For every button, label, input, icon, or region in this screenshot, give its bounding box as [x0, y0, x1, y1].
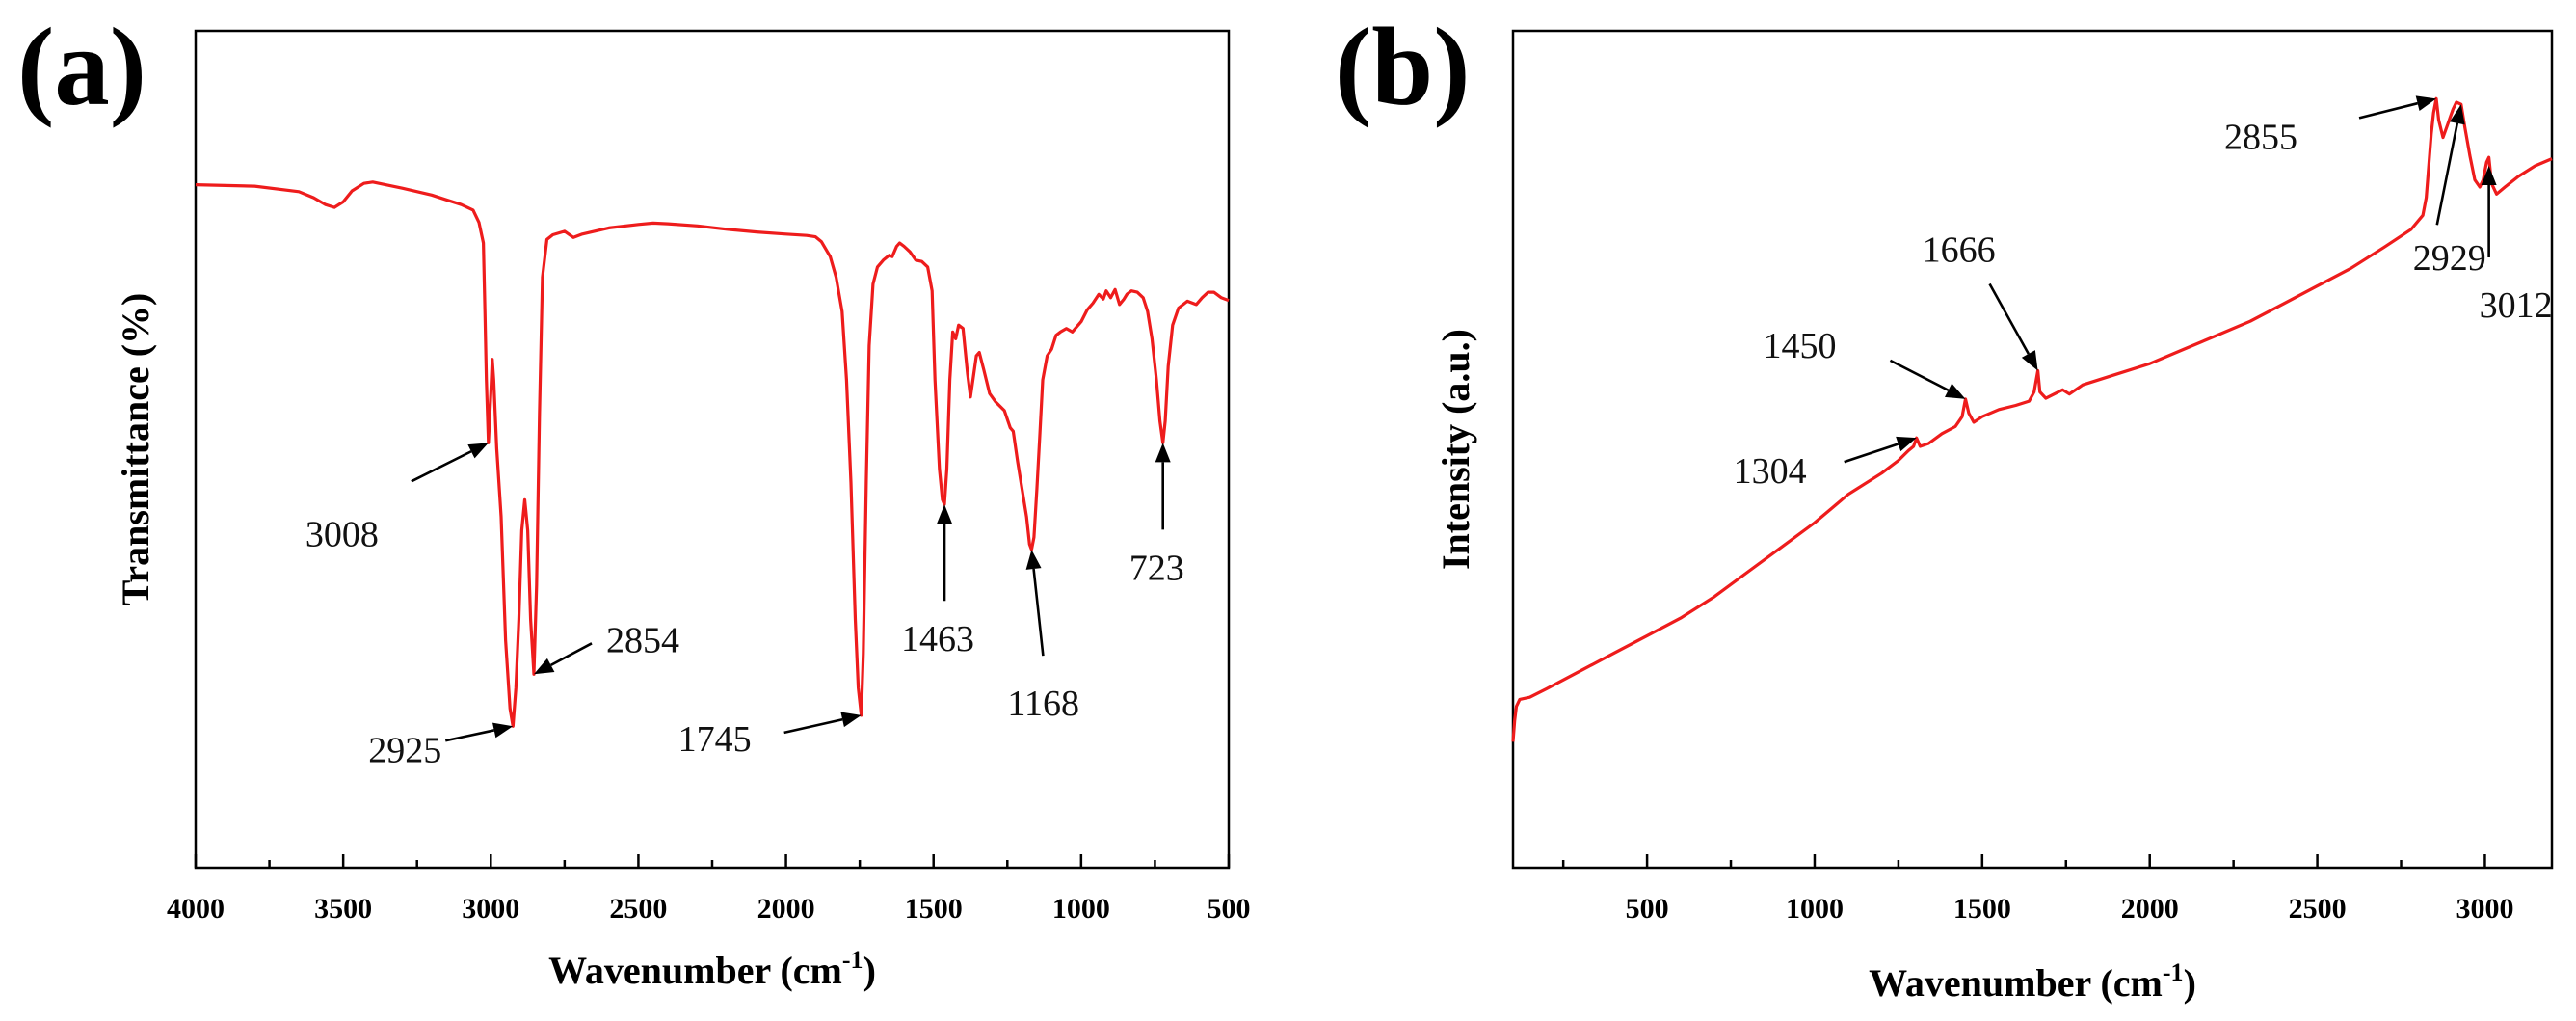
x-tick-label: 1000 [1052, 893, 1110, 925]
x-tick-label: 1500 [905, 893, 963, 925]
annotation-arrow-shaft [2358, 101, 2418, 120]
peak-label: 2854 [606, 620, 679, 660]
panel-a-ftir-chart: (a) 4000 3500 3000 2500 2000 1500 1000 500 3008… [17, 6, 1251, 992]
x-tick-label: 1500 [1953, 893, 2011, 925]
annotation-arrowhead [492, 722, 514, 739]
peak-annotation: 723 [1129, 443, 1184, 588]
panel-a-label: (a) [17, 6, 146, 128]
peak-label: 723 [1129, 548, 1184, 588]
annotation-arrow-shaft [550, 642, 593, 667]
annotation-arrow-shaft [444, 729, 494, 742]
peak-label: 1463 [901, 619, 974, 659]
x-tick-label: 3000 [2456, 893, 2513, 925]
panel-b-x-tick-labels: 500 1000 1500 2000 2500 3000 [1626, 893, 2514, 925]
peak-label: 1745 [678, 719, 752, 760]
annotation-arrow-shaft [1988, 282, 2030, 355]
peak-annotation: 2925 [368, 722, 514, 770]
peak-label: 1666 [1923, 230, 1996, 271]
peak-annotation: 1304 [1734, 436, 1917, 492]
annotation-arrow-shaft [2435, 122, 2459, 226]
panel-a-x-axis-title: Wavenumber (cm-1) [548, 946, 876, 992]
annotation-arrow-shaft [411, 450, 472, 483]
x-tick-label: 3500 [314, 893, 372, 925]
x-tick-label: 3000 [462, 893, 519, 925]
panel-b-label: (b) [1335, 6, 1471, 128]
peak-label: 2855 [2224, 117, 2297, 157]
peak-label: 2925 [368, 730, 441, 770]
panel-b-peak-annotations: 1304 1450 1666 2855 2929 3012 [1734, 95, 2553, 492]
annotation-arrowhead [534, 658, 555, 675]
peak-annotation: 1666 [1923, 230, 2038, 371]
x-tick-label: 2500 [2289, 893, 2347, 925]
annotation-arrowhead [840, 712, 862, 728]
panel-a-y-axis-title: Transmittance (%) [114, 293, 157, 606]
annotation-arrowhead [2021, 350, 2038, 371]
panel-a-spectrum-line [195, 180, 1230, 728]
panel-a-x-ticks [194, 854, 1231, 868]
annotation-arrow-shaft [1889, 359, 1950, 391]
panel-b-raman-chart: (b) 500 1000 1500 2000 2500 3000 1304 1450 1666… [1335, 6, 2554, 1005]
x-tick-label: 2500 [609, 893, 667, 925]
annotation-arrowhead [1945, 383, 1966, 399]
peak-annotation: 2854 [534, 620, 679, 675]
annotation-arrowhead [2481, 165, 2497, 185]
peak-annotation: 2855 [2224, 95, 2437, 157]
annotation-arrowhead [2415, 95, 2437, 111]
x-tick-label: 2000 [757, 893, 815, 925]
peak-label: 1168 [1007, 684, 1079, 724]
peak-label: 3012 [2480, 285, 2553, 326]
peak-annotation: 1450 [1763, 326, 1966, 399]
x-tick-label: 4000 [167, 893, 225, 925]
x-tick-label: 1000 [1786, 893, 1844, 925]
annotation-arrowhead [1155, 443, 1171, 463]
peak-annotation: 1168 [1007, 550, 1079, 724]
panel-a-x-tick-labels: 4000 3500 3000 2500 2000 1500 1000 500 [167, 893, 1251, 925]
annotation-arrowhead [467, 443, 489, 459]
annotation-arrow-shaft [783, 718, 843, 735]
annotation-arrowhead [1896, 436, 1917, 452]
annotation-arrowhead [1025, 550, 1042, 570]
annotation-arrowhead [2449, 104, 2465, 125]
annotation-arrow-shaft [1032, 568, 1045, 657]
panel-b-spectrum-line [1511, 96, 2553, 742]
peak-label: 1304 [1734, 451, 1807, 492]
panel-a-peak-annotations: 3008 2925 2854 1745 1463 1168 723 [305, 443, 1184, 770]
x-tick-label: 500 [1626, 893, 1669, 925]
panel-b-plot-frame [1511, 29, 2554, 870]
peak-label: 2929 [2413, 238, 2486, 279]
annotation-arrow-shaft [1844, 443, 1899, 464]
annotation-arrowhead [937, 504, 953, 524]
panel-b-x-axis-title: Wavenumber (cm-1) [1869, 958, 2196, 1005]
panel-b-y-axis-title: Intensity (a.u.) [1434, 329, 1477, 570]
panel-b-x-ticks [1561, 854, 2486, 868]
peak-annotation: 3012 [2480, 165, 2553, 326]
x-tick-label: 500 [1208, 893, 1251, 925]
peak-annotation: 2929 [2413, 104, 2486, 279]
peak-label: 3008 [305, 514, 379, 554]
peak-annotation: 1745 [678, 712, 862, 760]
peak-annotation: 3008 [305, 443, 489, 554]
peak-label: 1450 [1763, 326, 1836, 366]
peak-annotation: 1463 [901, 504, 974, 659]
x-tick-label: 2000 [2121, 893, 2179, 925]
